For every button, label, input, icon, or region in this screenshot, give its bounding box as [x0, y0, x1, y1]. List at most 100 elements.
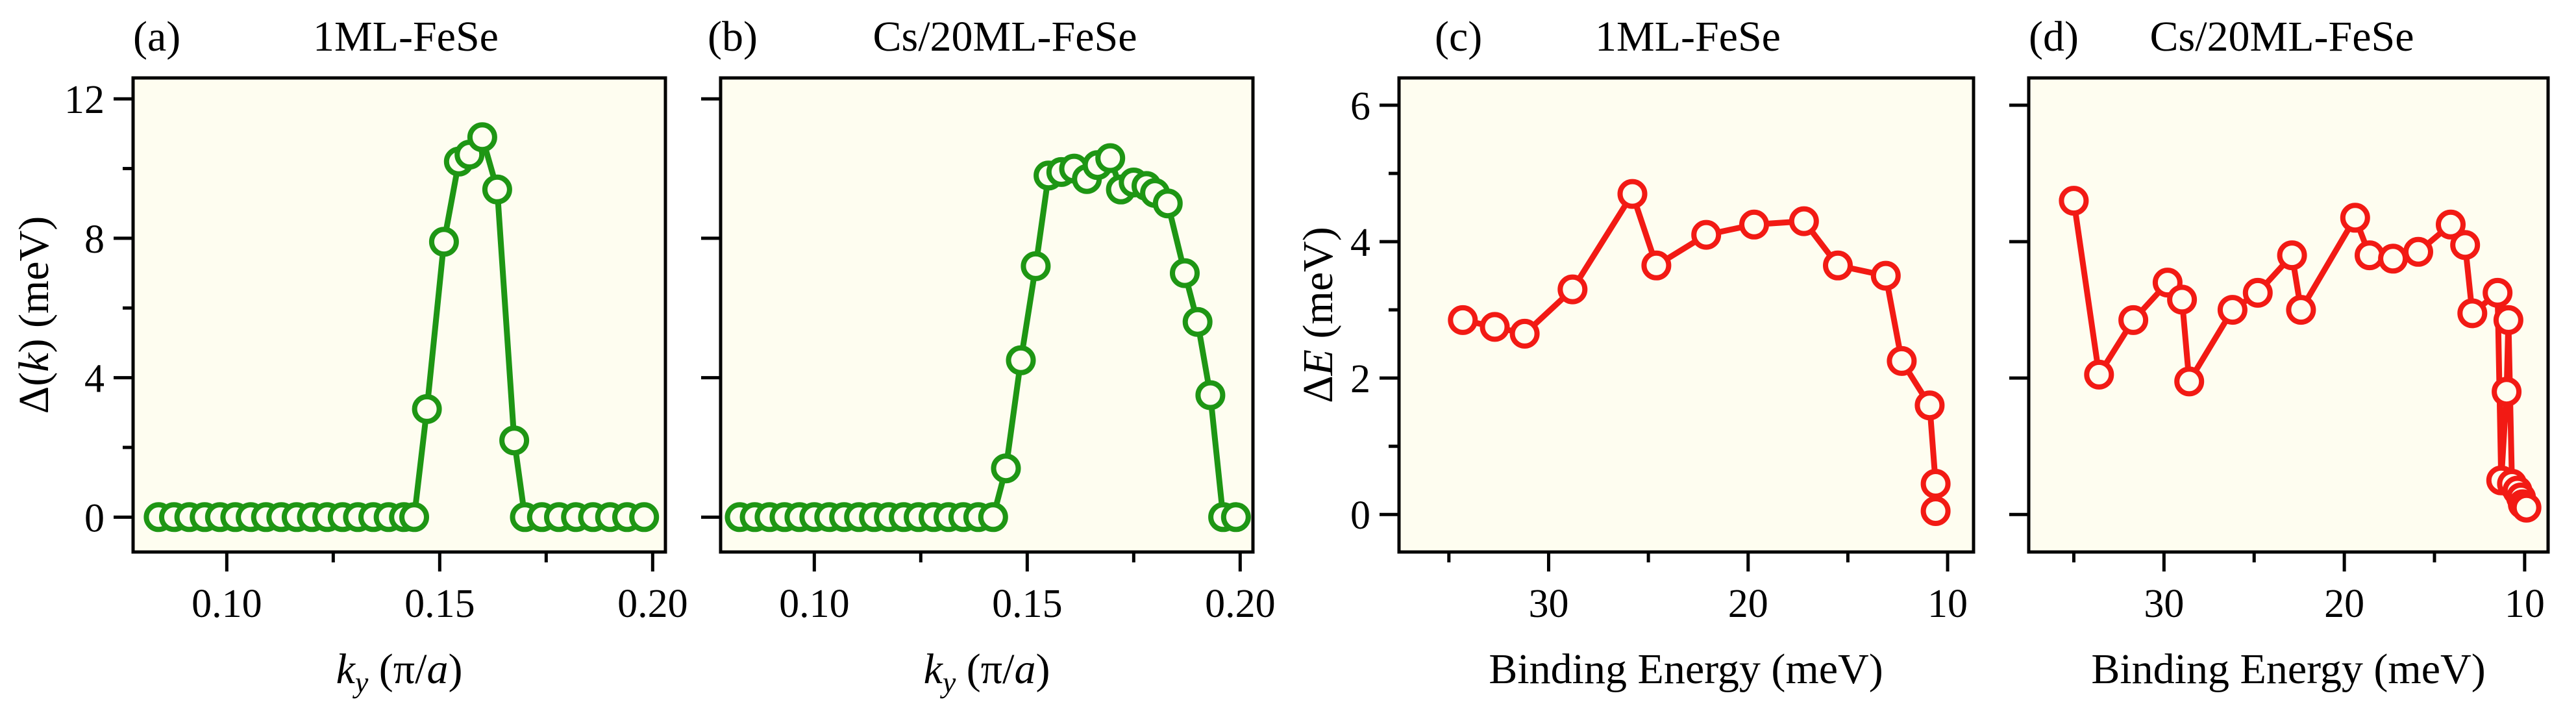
ticks-c: 30 20 10 0 2 4 6	[1350, 84, 1968, 626]
series-d	[2059, 186, 2542, 523]
x-tick-label-a-2: 0.20	[617, 582, 688, 626]
panel-label-d: (d)	[2029, 13, 2079, 60]
data-point-b-18	[991, 453, 1021, 484]
data-point-c-5	[1641, 250, 1672, 281]
data-point-d-1	[2084, 359, 2114, 390]
panel-label-a: (a)	[133, 13, 180, 60]
data-point-a-22	[467, 122, 497, 153]
data-point-c-2	[1509, 318, 1540, 349]
data-point-d-15	[2450, 230, 2481, 260]
series-c	[1448, 179, 1951, 526]
data-point-d-6	[2217, 295, 2248, 325]
x-axis-label-a: ky (π/a)	[336, 646, 463, 699]
data-point-d-19	[2492, 377, 2522, 407]
data-point-b-20	[1021, 251, 1051, 281]
data-point-b-33	[1182, 307, 1213, 337]
data-point-d-14	[2436, 209, 2466, 240]
data-point-d-11	[2355, 240, 2384, 271]
x-axis-label-c: Binding Energy (meV)	[1489, 646, 1883, 693]
plot-area-c	[1397, 76, 1975, 554]
data-point-d-17	[2483, 277, 2513, 308]
panel-label-c: (c)	[1435, 13, 1482, 60]
y-tick-label-a-0: 0	[84, 496, 105, 540]
data-point-c-13	[1920, 469, 1951, 499]
data-point-d-9	[2286, 295, 2316, 325]
x-tick-label-c-1: 20	[1728, 582, 1768, 626]
x-tick-label-c-0: 30	[1528, 582, 1568, 626]
y-tick-label-c-1: 2	[1350, 357, 1370, 401]
data-point-a-32	[629, 502, 660, 533]
ticks-b: 0.10 0.15 0.20	[701, 97, 1276, 626]
data-point-b-26	[1095, 143, 1126, 173]
data-point-b-34	[1195, 380, 1226, 410]
data-point-c-8	[1789, 206, 1819, 236]
data-point-a-19	[428, 227, 459, 257]
data-point-d-10	[2340, 203, 2370, 233]
data-point-c-0	[1448, 305, 1478, 335]
data-point-b-31	[1152, 188, 1183, 219]
data-point-d-13	[2403, 236, 2433, 267]
data-point-b-17	[978, 502, 1008, 533]
panel-c: (c) 1ML-FeSe ΔE (meV) Binding Energy (me…	[1294, 13, 1975, 693]
data-point-d-16	[2457, 298, 2488, 329]
ticks-d: 30 20 10	[2009, 103, 2545, 626]
y-axis-label-a: Δ(k) (meV)	[10, 216, 58, 414]
data-point-b-36	[1220, 502, 1251, 533]
panel-title-a: 1ML-FeSe	[313, 13, 499, 60]
y-axis-label-c: ΔE (meV)	[1294, 227, 1342, 403]
x-axis-label-d: Binding Energy (meV)	[2091, 646, 2485, 693]
data-point-d-2	[2118, 305, 2149, 335]
x-tick-label-d-0: 30	[2144, 582, 2184, 626]
data-point-a-23	[482, 174, 512, 205]
y-tick-label-a-1: 4	[84, 357, 105, 401]
x-tick-label-b-0: 0.10	[779, 582, 850, 626]
x-tick-label-b-1: 0.15	[992, 582, 1063, 626]
data-point-c-1	[1480, 312, 1510, 342]
data-point-c-3	[1557, 274, 1588, 305]
data-point-d-25	[2511, 492, 2542, 523]
panel-b: (b) Cs/20ML-FeSe ky (π/a) 0.10 0.15 0.20	[701, 13, 1276, 699]
series-b	[724, 143, 1251, 533]
x-tick-label-a-1: 0.15	[404, 582, 475, 626]
x-tick-label-a-0: 0.10	[192, 582, 262, 626]
data-point-a-17	[399, 502, 429, 533]
data-point-a-18	[412, 394, 442, 424]
data-point-c-14	[1920, 496, 1951, 526]
panel-a: (a) 1ML-FeSe Δ(k) (meV) ky (π/a) 0.10 0.1…	[10, 13, 688, 699]
data-point-c-11	[1887, 345, 1917, 376]
x-axis-label-b: ky (π/a)	[924, 646, 1050, 699]
ticks-a: 0.10 0.15 0.20 0 4 8 12	[64, 78, 688, 626]
data-point-c-7	[1739, 209, 1769, 240]
series-a	[143, 122, 660, 533]
panel-title-d: Cs/20ML-FeSe	[2149, 13, 2414, 60]
data-point-d-0	[2059, 186, 2089, 216]
panel-title-b: Cs/20ML-FeSe	[873, 13, 1137, 60]
data-point-d-4	[2167, 284, 2198, 315]
data-point-d-20	[2493, 305, 2523, 335]
y-tick-label-a-2: 8	[84, 218, 105, 262]
data-point-d-8	[2277, 240, 2307, 271]
data-point-b-32	[1170, 258, 1200, 288]
y-tick-label-c-0: 0	[1350, 494, 1370, 538]
y-tick-label-c-3: 6	[1350, 84, 1370, 129]
y-tick-label-a-3: 12	[64, 78, 105, 122]
data-point-c-10	[1870, 260, 1901, 291]
panel-title-c: 1ML-FeSe	[1595, 13, 1781, 60]
data-point-c-6	[1691, 220, 1722, 250]
data-point-d-5	[2174, 366, 2205, 397]
data-point-c-9	[1823, 250, 1853, 281]
data-point-c-12	[1914, 390, 1945, 421]
plot-area-a	[131, 76, 667, 554]
y-tick-label-c-2: 4	[1350, 221, 1370, 265]
plot-area-b	[719, 76, 1255, 554]
data-point-b-19	[1006, 345, 1036, 375]
data-point-d-12	[2378, 244, 2409, 274]
x-tick-label-b-2: 0.20	[1205, 582, 1276, 626]
x-tick-label-d-2: 10	[2505, 582, 2545, 626]
data-point-a-24	[499, 425, 530, 456]
data-point-d-7	[2242, 277, 2273, 308]
panel-d: (d) Cs/20ML-FeSe Binding Energy (meV) 30…	[2009, 13, 2550, 693]
x-tick-label-c-2: 10	[1927, 582, 1968, 626]
panel-label-b: (b)	[708, 13, 758, 60]
